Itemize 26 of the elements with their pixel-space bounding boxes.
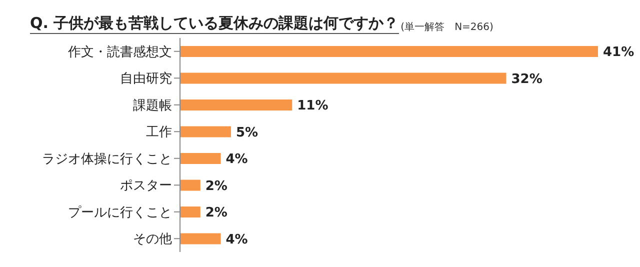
- data-label: 4%: [226, 152, 248, 168]
- y-tick-label: その他: [133, 232, 172, 248]
- chart-title: Q. 子供が最も苦戦している夏休みの課題は何ですか？: [30, 14, 399, 34]
- data-label: 32%: [511, 72, 542, 87]
- bar: [180, 100, 292, 111]
- data-label: 2%: [205, 178, 228, 194]
- data-label: 4%: [226, 232, 248, 248]
- bar: [180, 126, 231, 138]
- y-tick-label: ポスター: [120, 178, 172, 194]
- data-label: 11%: [297, 98, 328, 114]
- y-tick-label: プールに行くこと: [68, 205, 172, 220]
- bar: [180, 206, 200, 218]
- bar: [180, 153, 221, 164]
- bar: [180, 72, 506, 84]
- y-tick-label: 作文・読書感想文: [67, 44, 172, 60]
- data-label: 2%: [205, 206, 228, 221]
- data-label: 5%: [236, 125, 258, 140]
- y-tick-label: 課題帳: [133, 98, 172, 114]
- bar: [180, 180, 200, 191]
- bar: [180, 46, 598, 58]
- bar: [180, 233, 221, 244]
- chart-subtitle: (単一解答 N=266): [400, 21, 494, 34]
- y-tick-label: ラジオ体操に行くこと: [42, 152, 172, 167]
- y-tick-label: 工作: [146, 125, 172, 140]
- y-tick-label: 自由研究: [120, 72, 172, 87]
- data-label: 41%: [603, 45, 634, 60]
